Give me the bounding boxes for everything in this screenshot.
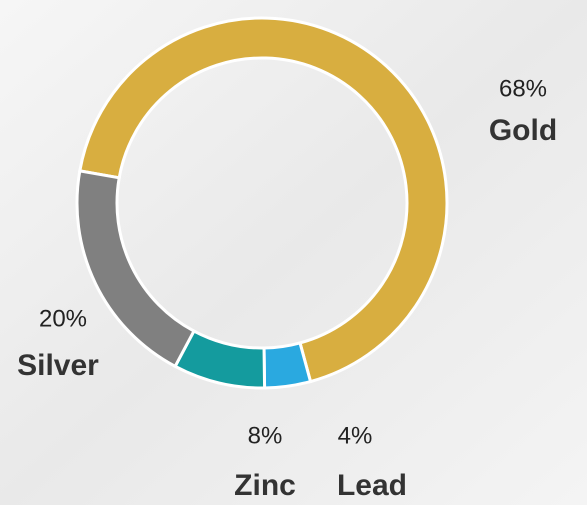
page: {"chart_data": {"type": "pie", "categori… (0, 0, 587, 505)
category-label: Gold (489, 114, 557, 147)
value-label: 8% (248, 422, 283, 449)
value-label: 20% (39, 305, 87, 332)
chart: 68% Gold 4% Lead 8% Zinc 20% Silver (0, 0, 587, 505)
category-label: Zinc (234, 469, 296, 502)
value-label: 68% (499, 75, 547, 102)
category-label: Lead (337, 469, 407, 502)
category-label: Silver (17, 349, 99, 382)
value-label: 4% (338, 422, 373, 449)
